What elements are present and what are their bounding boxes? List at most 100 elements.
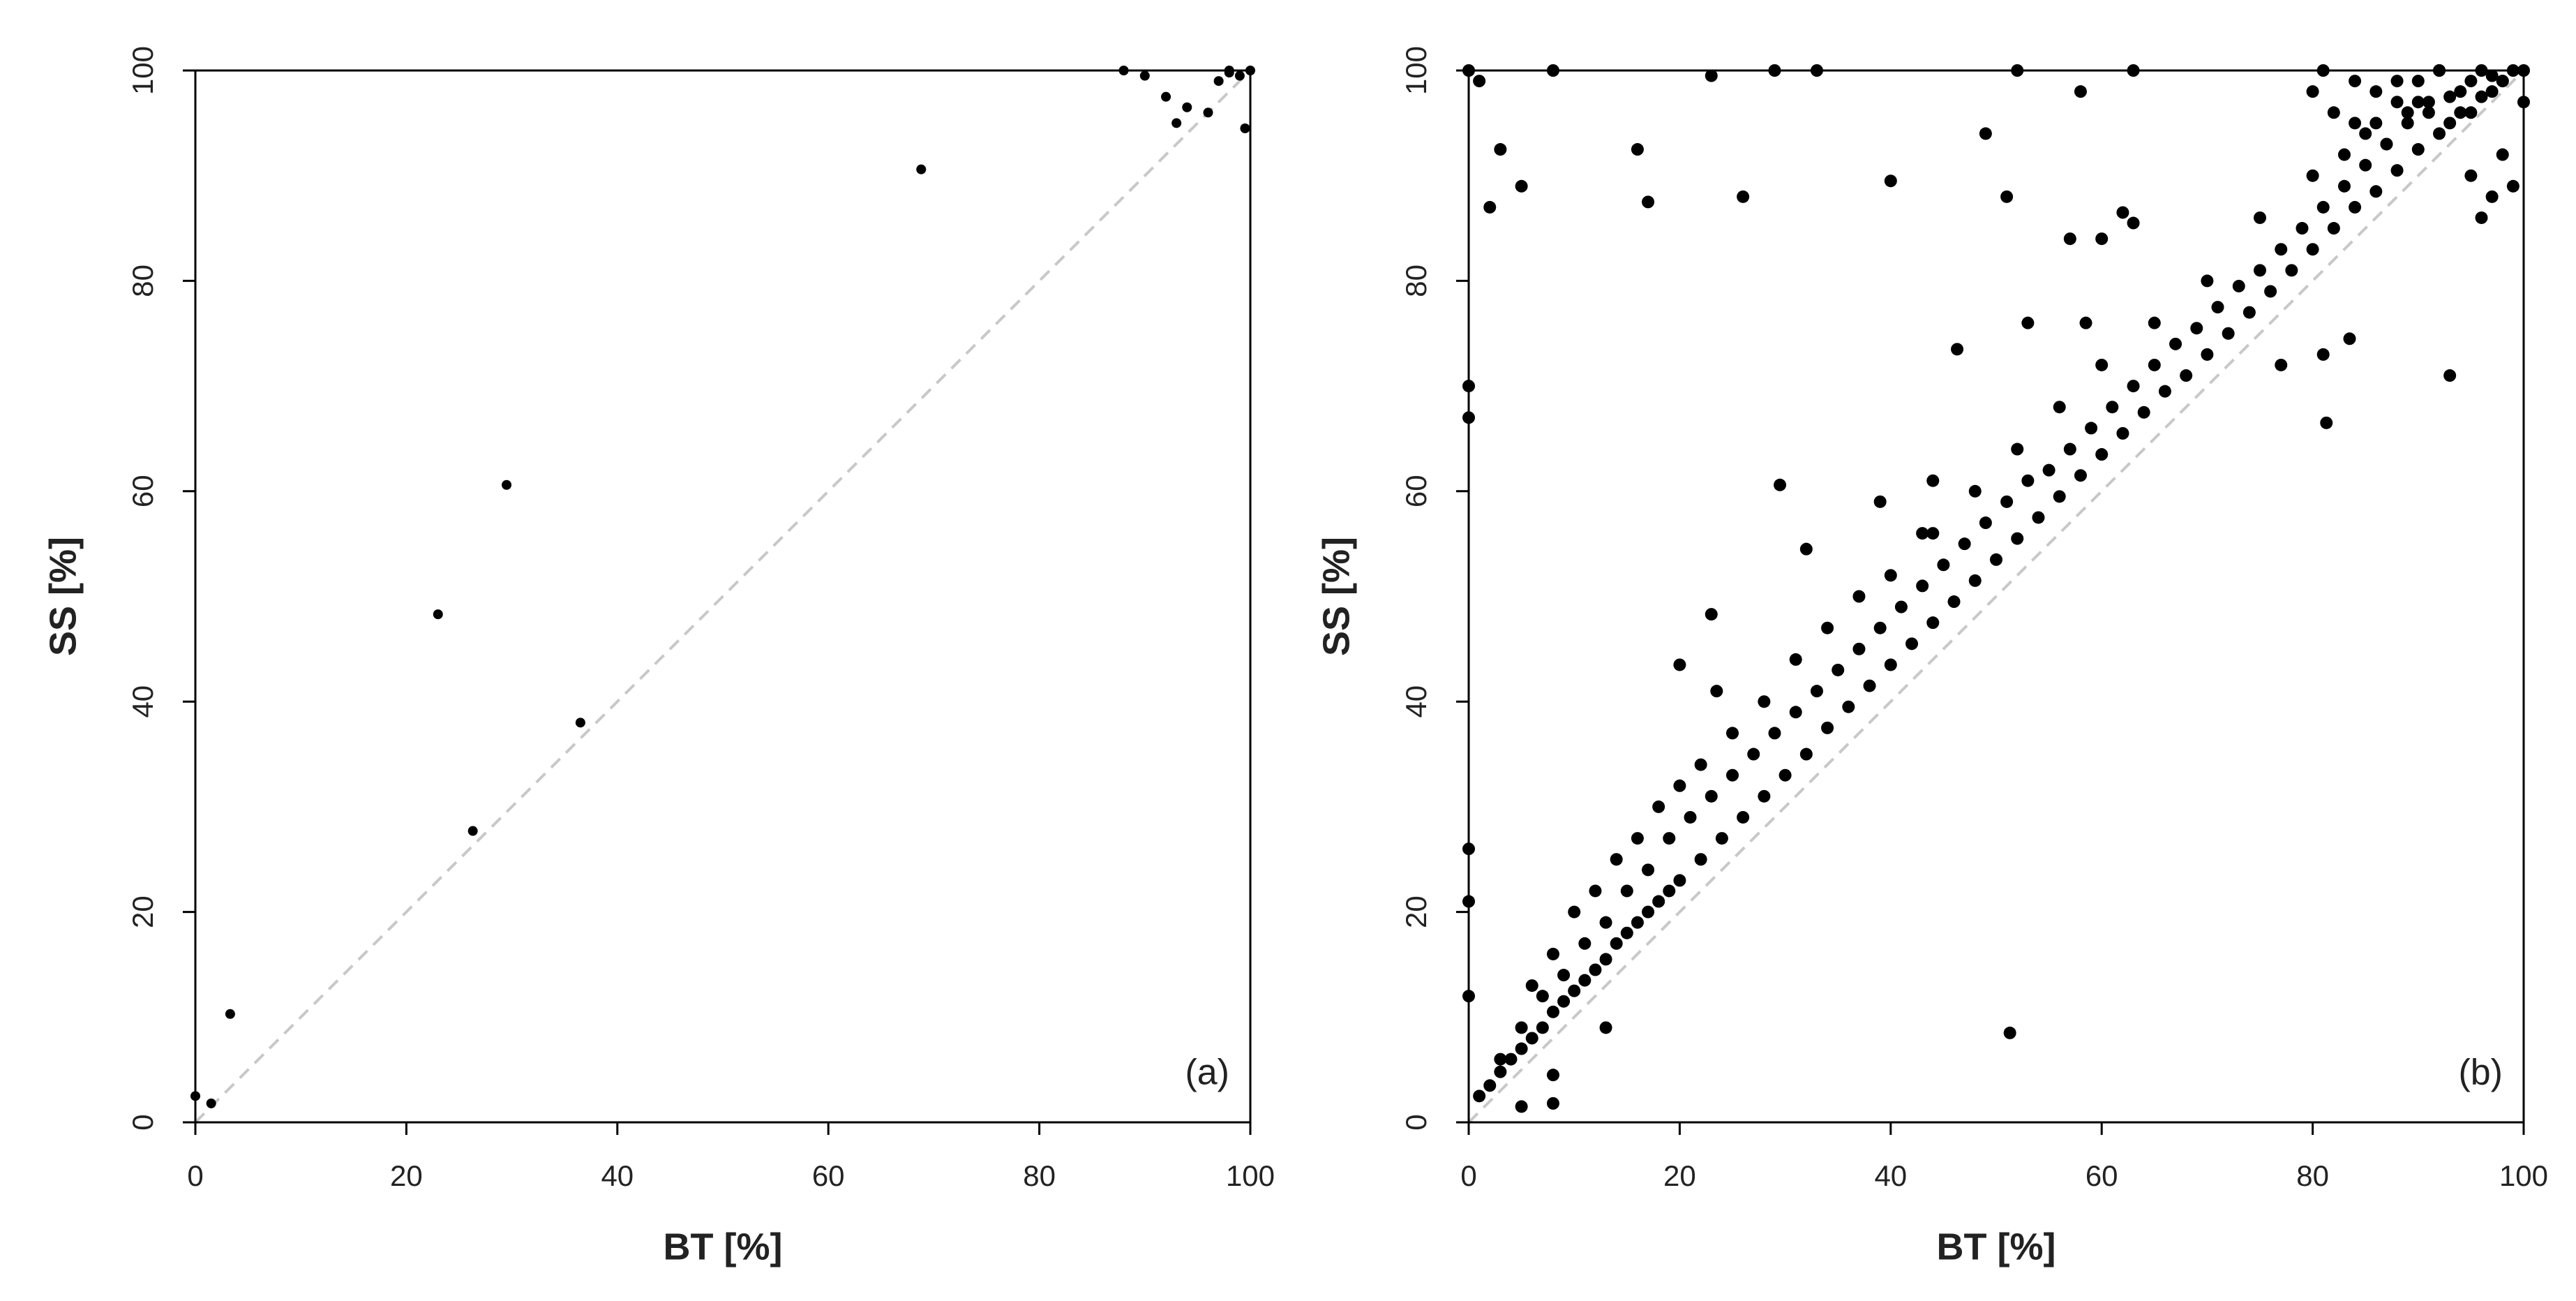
point [1799,748,1813,761]
point [2380,137,2393,151]
point [1710,685,1723,698]
point [1546,947,1559,960]
point [1737,190,1750,203]
point [225,1009,235,1019]
point [2232,279,2245,292]
point [1747,748,1760,761]
y-tick-label: 0 [1400,1114,1432,1130]
point [1642,863,1655,877]
point [2306,169,2319,182]
point [1631,832,1644,845]
point [1758,789,1771,803]
point [1462,380,1475,393]
point [1726,768,1739,782]
point [2327,222,2340,235]
point [1610,937,1623,950]
point [1234,70,1245,81]
point [2517,96,2530,109]
point [1694,758,1707,771]
point [467,826,478,836]
point [2000,495,2014,508]
point [2021,474,2035,487]
point [1182,102,1192,112]
point [1789,706,1802,719]
point [206,1098,216,1108]
point [1515,179,1528,193]
point [1705,608,1718,621]
point [2343,332,2356,345]
point [2349,200,2362,214]
point [1821,721,1834,734]
x-tick-label: 80 [2296,1159,2329,1192]
point [1462,990,1475,1003]
point [1462,895,1475,908]
point [1546,1005,1559,1018]
point [1873,495,1887,508]
point [2116,206,2129,219]
point [2327,106,2340,119]
point [1726,727,1739,740]
point [2148,358,2161,371]
point [2320,416,2333,429]
point [2254,211,2266,224]
point [1694,853,1707,866]
point [2095,358,2109,371]
point [2211,301,2224,314]
point [1599,916,1612,929]
point [1905,637,1919,650]
point [1863,679,1876,692]
point [1937,558,1950,572]
point [2349,117,2362,130]
x-tick-label: 100 [2499,1159,2548,1192]
point [916,164,927,174]
x-tick-label: 0 [187,1159,203,1192]
point [2496,75,2509,88]
point [2454,85,2467,98]
point [1483,200,1497,214]
point [2137,406,2150,419]
point [2411,143,2425,156]
point [1737,810,1750,824]
point [2390,75,2404,88]
point [2422,96,2435,109]
point [1557,969,1571,982]
point [2316,64,2330,77]
point [1589,963,1602,976]
point [1462,64,1475,77]
x-tick-label: 60 [2085,1159,2118,1192]
x-tick-label: 0 [1460,1159,1476,1192]
x-tick-label: 60 [812,1159,845,1192]
panel-label: (a) [1185,1053,1229,1093]
point [1515,1100,1528,1113]
point [2264,285,2277,298]
y-tick-label: 80 [126,265,159,297]
point [2485,85,2499,98]
point [2063,443,2076,456]
point [2042,463,2055,477]
point [1504,1053,1518,1066]
point [2127,64,2140,77]
point [1515,1021,1528,1034]
point [1118,66,1129,75]
point [2285,264,2298,277]
x-tick-label: 40 [1874,1159,1907,1192]
point [1240,123,1250,133]
point [1642,905,1655,919]
point [2011,443,2024,456]
point [2401,106,2414,119]
point [1810,685,1823,698]
point [2106,401,2119,414]
point [2454,106,2467,119]
point [2369,85,2383,98]
point [1821,621,1834,634]
point [2000,190,2014,203]
point [1663,832,1676,845]
point [1652,895,1665,908]
point [1620,926,1633,939]
point [2011,532,2024,545]
point [2359,158,2372,172]
point [2127,380,2140,393]
point [2095,232,2109,246]
point [2390,96,2404,109]
point [1774,478,1787,491]
